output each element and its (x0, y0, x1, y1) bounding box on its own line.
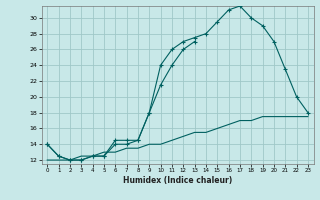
X-axis label: Humidex (Indice chaleur): Humidex (Indice chaleur) (123, 176, 232, 185)
